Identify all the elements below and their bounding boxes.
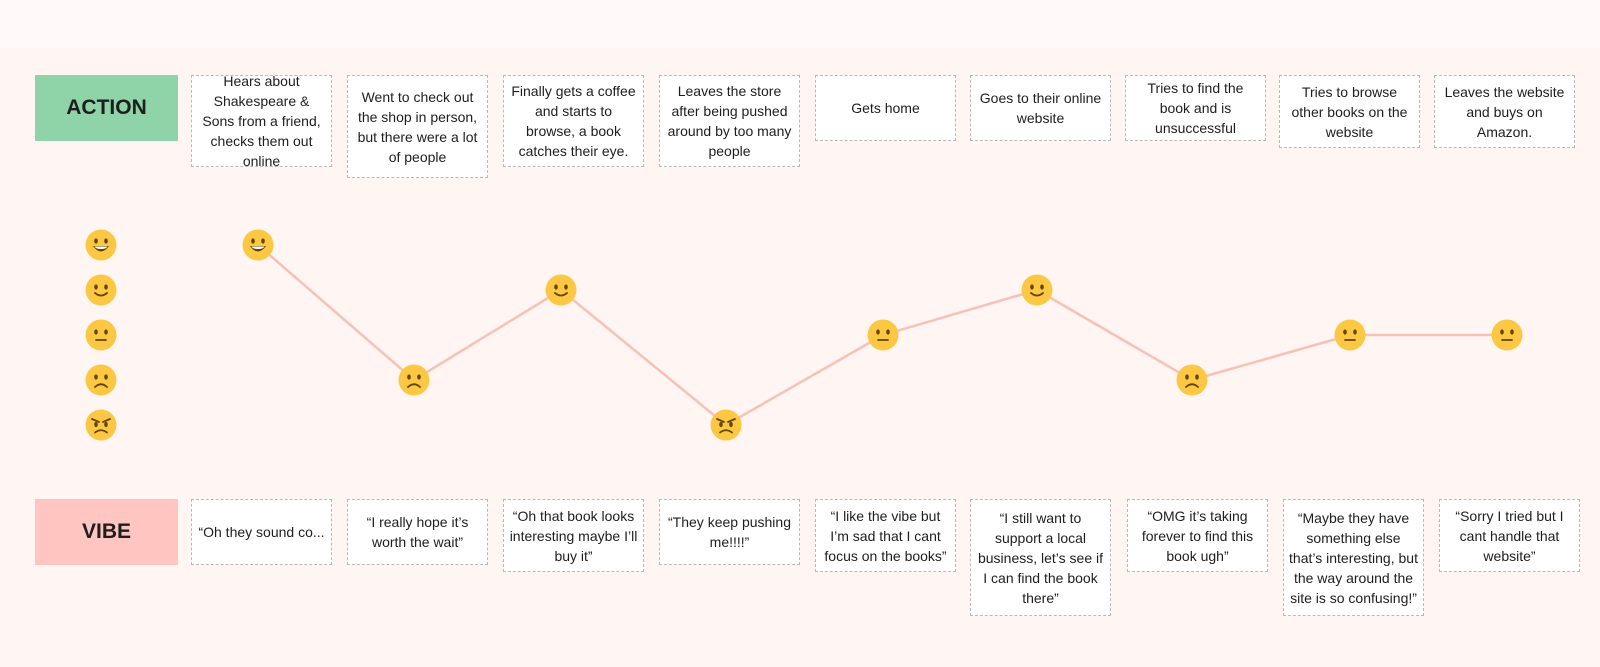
action-card[interactable]: Tries to find the book and is unsuccessf… <box>1125 75 1266 141</box>
grinning-face-icon <box>85 229 117 261</box>
vibe-card[interactable]: “Sorry I tried but I cant handle that we… <box>1439 499 1580 572</box>
action-card[interactable]: Goes to their online website <box>970 75 1111 141</box>
action-card[interactable]: Finally gets a coffee and starts to brow… <box>503 75 644 167</box>
vibe-card[interactable]: “Oh that book looks interesting maybe I’… <box>503 499 644 572</box>
neutral-face-icon <box>1334 319 1366 351</box>
action-card[interactable]: Tries to browse other books on the websi… <box>1279 75 1420 148</box>
top-band <box>0 0 1600 48</box>
vibe-card[interactable]: “OMG it’s taking forever to find this bo… <box>1127 499 1268 572</box>
vibe-card[interactable]: “I like the vibe but I’m sad that I cant… <box>815 499 956 572</box>
neutral-face-icon <box>85 319 117 351</box>
frown-face-icon <box>398 364 430 396</box>
vibe-card[interactable]: “They keep pushing me!!!!” <box>659 499 800 565</box>
grinning-face-icon <box>242 229 274 261</box>
frown-face-icon <box>85 364 117 396</box>
vibe-card[interactable]: “Oh they sound co... <box>191 499 332 565</box>
vibe-card[interactable]: “Maybe they have something else that’s i… <box>1283 499 1424 616</box>
neutral-face-icon <box>867 319 899 351</box>
action-card[interactable]: Gets home <box>815 75 956 141</box>
vibe-card[interactable]: “I really hope it’s worth the wait” <box>347 499 488 565</box>
action-card[interactable]: Leaves the store after being pushed arou… <box>659 75 800 167</box>
slight-smile-face-icon <box>545 274 577 306</box>
action-card[interactable]: Went to check out the shop in person, bu… <box>347 75 488 178</box>
slight-smile-face-icon <box>1021 274 1053 306</box>
angry-face-icon <box>85 409 117 441</box>
neutral-face-icon <box>1491 319 1523 351</box>
action-label: ACTION <box>35 75 178 141</box>
vibe-label: VIBE <box>35 499 178 565</box>
action-card[interactable]: Hears about Shakespeare & Sons from a fr… <box>191 73 332 169</box>
angry-face-icon <box>710 409 742 441</box>
frown-face-icon <box>1176 364 1208 396</box>
action-card[interactable]: Leaves the website and buys on Amazon. <box>1434 75 1575 148</box>
slight-smile-face-icon <box>85 274 117 306</box>
vibe-card[interactable]: “I still want to support a local busines… <box>970 499 1111 616</box>
